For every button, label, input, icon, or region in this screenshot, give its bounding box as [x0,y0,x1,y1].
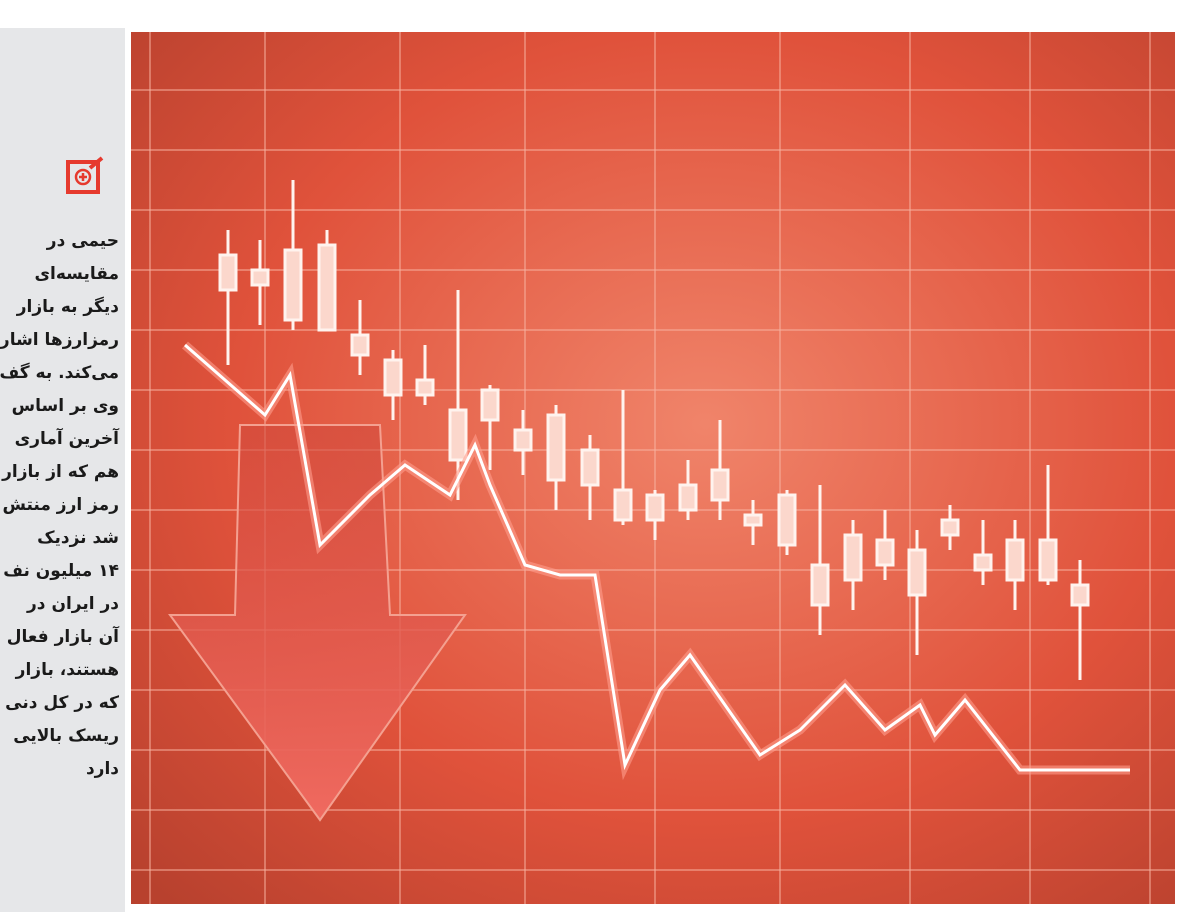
candles [218,180,1090,680]
text-line: شد نزدیک [37,528,119,548]
text-line: آخرین آماری [14,429,119,449]
text-line: دیگر به بازار [16,297,119,317]
text-line: هم که از بازار [2,462,119,482]
icon-plus [79,173,87,181]
icon-stroke [88,156,104,170]
sidebar: حیمی در مقایسه‌ای دیگر به بازار رمزارزها اش… [0,28,125,912]
text-line: در ایران در [27,594,119,614]
icon-frame [66,160,100,194]
text-line: مقایسه‌ای [34,264,119,284]
text-line: که در کل دنی [5,693,119,713]
text-line: رمز ارز منتش [2,495,119,515]
photo [127,28,1177,908]
text-line: ریسک بالایی [13,726,119,746]
text-line: هستند، بازار [15,660,119,680]
text-line: می‌کند. به گف [0,363,119,383]
text-line: دارد [85,759,119,779]
text-line: حیمی در [46,231,119,251]
trend-line [184,343,1130,772]
down-arrow [168,424,467,822]
text-line: آن بازار فعال [6,627,119,647]
text-line: ۱۴ میلیون نف [3,561,119,581]
icon [66,156,104,194]
text-line: وی بر اساس [11,396,119,416]
body-text: حیمی در مقایسه‌ای دیگر به بازار رمزارزها اش… [0,225,119,786]
icon-circle [74,168,92,186]
text-line: رمزارزها اشار [0,330,119,350]
